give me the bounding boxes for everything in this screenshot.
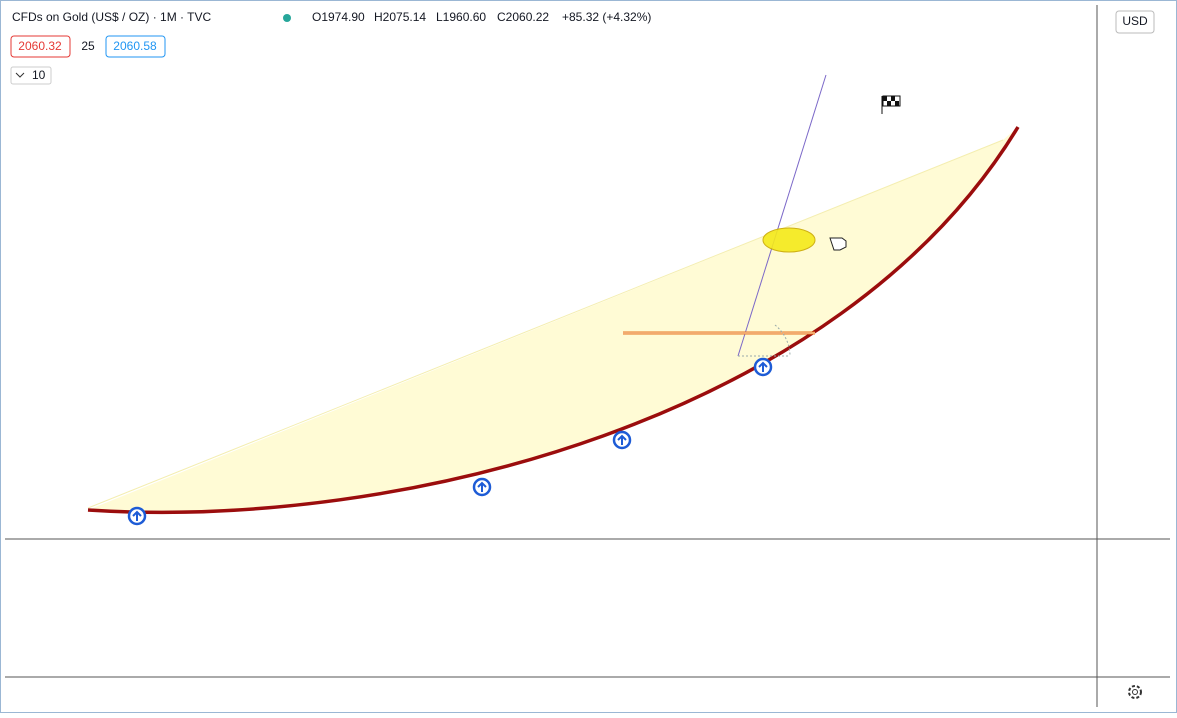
angle-arc — [738, 324, 791, 357]
parabola — [87, 126, 1020, 514]
status-dot — [283, 14, 291, 22]
flag-icon — [881, 95, 901, 114]
drawings-top — [87, 74, 1020, 526]
collapse-icon — [15, 72, 25, 78]
indicator-count: 10 — [32, 68, 46, 82]
ohlc-open: O1974.90 — [312, 10, 365, 24]
ask-box[interactable] — [105, 35, 166, 58]
ohlc-close: C2060.22 — [497, 10, 549, 24]
channel-edge — [87, 139, 1004, 509]
ohlc-low: L1960.60 — [436, 10, 486, 24]
currency: USD — [1122, 14, 1148, 28]
highlight — [762, 227, 816, 253]
hand-icon — [829, 237, 847, 251]
trendline — [737, 74, 827, 357]
ohlc-change: +85.32 (+4.32%) — [562, 10, 651, 24]
header: CFDs on Gold (US$ / OZ) · 1M · TVC O1974… — [10, 10, 1155, 699]
bid-box[interactable] — [10, 35, 71, 58]
ask: 2060.58 — [113, 39, 157, 53]
indicator-box[interactable] — [10, 66, 52, 85]
currency-button[interactable] — [1115, 10, 1155, 34]
ohlc-high: H2075.14 — [374, 10, 426, 24]
settings-icon[interactable] — [1128, 685, 1142, 699]
arrow-glyphs — [132, 361, 768, 521]
symbol: CFDs on Gold (US$ / OZ) · 1M · TVC — [12, 10, 211, 24]
spread: 25 — [81, 39, 95, 53]
bid: 2060.32 — [18, 39, 62, 53]
